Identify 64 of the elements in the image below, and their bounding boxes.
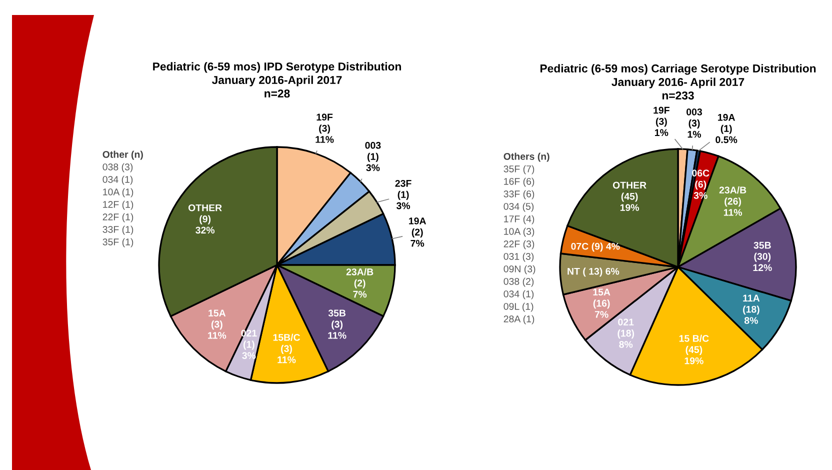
slice-label: 021	[618, 318, 634, 326]
data-label: (18) 8%	[743, 306, 760, 324]
data-label: (3) 1%	[655, 118, 668, 136]
slice-label: 003	[365, 142, 381, 149]
data-label: (3) 11%	[278, 344, 296, 364]
chart-title: Pediatric (6-59 mos) Carriage Serotype Distribution January 2016- April 2017 n=233	[540, 64, 816, 100]
data-label: (9) 32%	[196, 215, 215, 234]
slice-label: 15A	[208, 310, 226, 317]
slice-label: 35B	[328, 310, 346, 317]
text: Other (n)	[102, 150, 143, 160]
text: 09L (1)	[504, 302, 534, 312]
chart-title: Pediatric (6-59 mos) IPD Serotype Distribution January 2016-April 2017 n=28	[153, 62, 401, 98]
slice-label: 23A/B	[346, 268, 374, 276]
slice-label: 23A/B	[719, 186, 746, 194]
slice-label: 19A	[718, 114, 736, 121]
slice-label: 23F	[395, 180, 412, 187]
text: 12F (1)	[103, 200, 134, 210]
data-label: (18) 8%	[618, 330, 634, 348]
data-label: (16) 7%	[593, 300, 610, 318]
slice-label: OTHER	[612, 182, 646, 189]
data-label: (2) 7%	[410, 228, 424, 247]
text: 28A (1)	[504, 315, 534, 324]
text: 10A (3)	[504, 228, 534, 237]
data-label: (30) 12%	[753, 252, 772, 272]
text: 038 (2)	[504, 278, 534, 287]
data-label: (1) 3%	[366, 152, 380, 172]
text: 35F (7)	[504, 165, 534, 174]
data-label: (26) 11%	[724, 198, 742, 216]
text: 031 (3)	[504, 252, 534, 262]
text: 22F (1)	[102, 213, 134, 222]
text: 35F (1)	[102, 238, 134, 248]
text: 034 (1)	[504, 290, 534, 300]
text: 09N (3)	[504, 265, 536, 274]
text: 33F (6)	[504, 190, 534, 200]
slice-label: NT ( 13) 6%	[568, 268, 620, 277]
text: 10A (1)	[103, 188, 134, 198]
text: 22F (3)	[504, 240, 534, 250]
data-label: (1) 0.5%	[716, 124, 738, 144]
slice-label: 07C (9) 4%	[571, 242, 620, 252]
slice-label: 15B/C	[273, 334, 300, 341]
slice-label: 19F	[316, 114, 333, 121]
data-label: (2) 7%	[353, 279, 367, 298]
slice-label: 19F	[654, 106, 670, 114]
data-label: (45) 19%	[620, 192, 640, 211]
data-label: (3) 11%	[208, 320, 226, 339]
text: 33F (1)	[102, 226, 134, 235]
text: 034 (5)	[504, 202, 534, 212]
text: Others (n)	[504, 152, 550, 162]
text: 034 (1)	[102, 176, 133, 185]
data-label: (45) 19%	[684, 346, 704, 364]
slice-label: 35B	[754, 242, 771, 249]
slice-label: OTHER	[188, 204, 222, 212]
text: 17F (4)	[504, 215, 534, 224]
slice-label: 003	[686, 108, 702, 116]
slice-label: 19A	[409, 218, 426, 224]
data-label: (1) 3%	[396, 190, 410, 210]
slice-label: 15 B/C	[679, 334, 709, 342]
data-label: (3) 11%	[316, 124, 334, 143]
data-label: (3) 11%	[328, 320, 346, 339]
data-label: (3) 1%	[688, 119, 702, 138]
slice-label: 15A	[593, 288, 610, 296]
text: 16F (6)	[504, 178, 534, 187]
text: 038 (3)	[102, 163, 133, 172]
slice-label: 11A	[743, 294, 760, 302]
